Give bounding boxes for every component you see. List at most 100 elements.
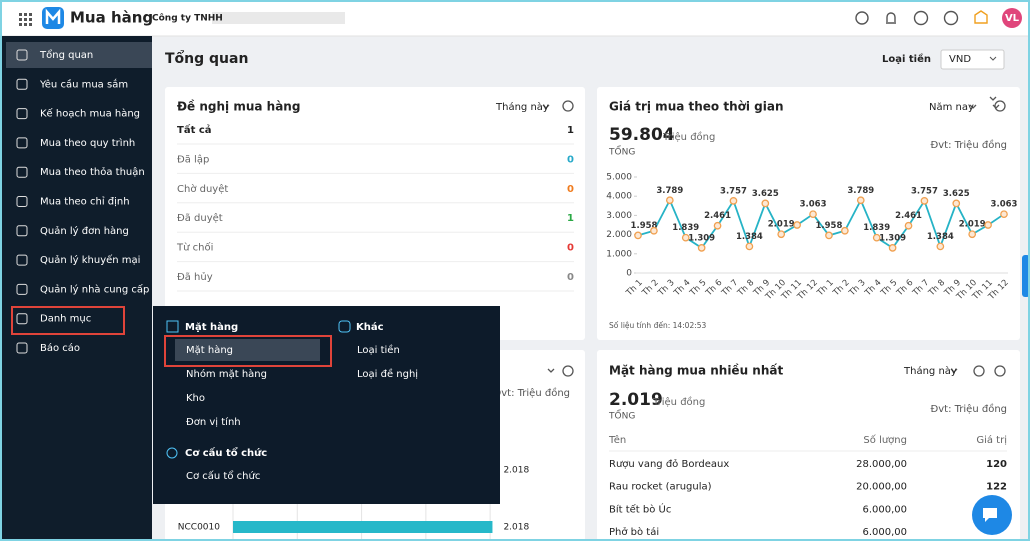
menu-icon <box>16 254 28 266</box>
sidebar <box>0 36 152 541</box>
data-label: 1.839 <box>672 223 699 233</box>
data-label: 1.309 <box>688 233 715 243</box>
point <box>809 210 817 219</box>
table-cell: Rau rocket (arugula) <box>609 482 712 493</box>
currency-select[interactable] <box>940 49 1005 70</box>
sidebar-item[interactable]: Quản lý khuyến mại <box>40 254 140 266</box>
point <box>984 221 992 229</box>
sidebar-item[interactable]: Báo cáo <box>40 342 80 354</box>
menu-item[interactable]: Đơn vị tính <box>186 416 241 428</box>
logo-mark <box>45 8 61 24</box>
sidebar-active <box>6 42 152 68</box>
row-value: 0 <box>567 243 574 254</box>
point <box>952 199 961 208</box>
table-header: Số lượng <box>863 434 907 446</box>
point <box>665 196 674 205</box>
point <box>745 242 754 251</box>
bar <box>233 521 493 533</box>
menu-icon <box>338 320 351 333</box>
unit-note: Đvt: Triệu đồng <box>494 387 570 399</box>
y-tick-label: 3.000 <box>606 211 632 221</box>
row-value: 0 <box>567 272 574 283</box>
avatar[interactable] <box>1002 8 1022 28</box>
point <box>793 221 801 229</box>
card-title: Mặt hàng mua nhiều nhất <box>609 364 783 378</box>
sidebar-item[interactable]: Yêu cầu mua sắm <box>39 77 128 90</box>
table-cell: 120 <box>986 459 1007 470</box>
total-unit: Triệu đồng <box>662 131 715 143</box>
row-label: Đã hủy <box>177 271 213 283</box>
table-header: Giá trị <box>976 434 1007 446</box>
sidebar-item[interactable]: Kế hoạch mua hàng <box>40 108 140 120</box>
unit-note: Đvt: Triệu đồng <box>931 139 1007 151</box>
data-label: 2.019 <box>768 220 795 230</box>
top-icons[interactable] <box>855 10 988 26</box>
row-label: Chờ duyệt <box>177 183 228 195</box>
sidebar-item[interactable]: Mua theo chỉ định <box>40 196 130 208</box>
menu-item[interactable]: Loại tiền <box>357 344 400 356</box>
top-bar <box>0 0 1030 36</box>
total-value: 2.019 <box>609 390 663 410</box>
row-label: Đã lập <box>177 153 209 165</box>
point <box>872 233 881 242</box>
row-label: Từ chối <box>176 242 213 254</box>
sidebar-item[interactable]: Tổng quan <box>39 48 93 61</box>
menu-icon <box>16 225 28 237</box>
menu-item[interactable]: Loại đề nghị <box>357 368 418 380</box>
card <box>597 87 1020 340</box>
menu-icon <box>16 283 28 295</box>
point <box>697 244 706 252</box>
apps-icon[interactable] <box>19 13 32 26</box>
data-label: 3.625 <box>752 189 779 199</box>
point <box>1000 210 1008 219</box>
point <box>729 197 738 205</box>
menu-group-title: Cơ cấu tổ chức <box>185 446 267 459</box>
period-select[interactable]: Tháng này <box>495 101 549 113</box>
point <box>713 221 722 230</box>
menu-item[interactable]: Nhóm mặt hàng <box>186 368 267 380</box>
card <box>597 350 1020 541</box>
sidebar-item[interactable]: Mua theo quy trình <box>40 137 135 149</box>
period-select[interactable]: Năm nay <box>929 102 974 113</box>
data-label: 3.063 <box>800 200 827 210</box>
menu-group-title: Mặt hàng <box>185 321 238 333</box>
point <box>841 226 849 235</box>
sidebar-item[interactable]: Quản lý đơn hàng <box>40 225 129 237</box>
data-label: 2.019 <box>959 220 986 230</box>
sidebar-item[interactable]: Quản lý nhà cung cấp <box>40 283 149 295</box>
data-label: 1.384 <box>736 232 763 242</box>
period-select[interactable]: Tháng này <box>903 365 957 377</box>
row-value: 0 <box>567 184 574 195</box>
total-value: 59.804 <box>609 125 675 145</box>
menu-icon <box>16 108 28 120</box>
table-cell: 122 <box>986 482 1007 493</box>
sidebar-item[interactable]: Mua theo thỏa thuận <box>40 166 145 178</box>
currency-label: Loại tiền <box>882 52 931 65</box>
menu-item[interactable]: Kho <box>186 393 205 404</box>
menu-item[interactable]: Cơ cấu tổ chức <box>186 469 260 482</box>
point <box>650 226 658 235</box>
chat-icon <box>983 508 997 522</box>
point <box>634 231 642 240</box>
data-label: 3.757 <box>911 186 938 196</box>
data-label: 3.063 <box>991 200 1018 210</box>
menu-icon <box>166 320 179 333</box>
data-label: 1.958 <box>816 221 843 231</box>
company-name: Công ty TNHH <box>152 13 223 24</box>
y-tick-label: 2.000 <box>606 230 632 240</box>
point <box>936 242 945 251</box>
menu-item[interactable]: Mặt hàng <box>186 344 233 356</box>
point <box>761 199 770 208</box>
y-tick-label: 4.000 <box>606 192 632 202</box>
sidebar-item[interactable]: Danh mục <box>40 314 91 325</box>
menu-icon <box>16 166 28 178</box>
menu-active <box>175 339 320 361</box>
table-cell: 20.000,00 <box>856 482 907 493</box>
menu-icon <box>16 196 28 207</box>
menu-icon <box>16 49 28 61</box>
currency-value[interactable]: VND <box>949 54 971 65</box>
y-tick-label: 5.000 <box>606 173 632 183</box>
card-controls[interactable] <box>542 96 1006 377</box>
menu-group-title: Khác <box>356 321 384 333</box>
data-label: 1.309 <box>879 233 906 243</box>
